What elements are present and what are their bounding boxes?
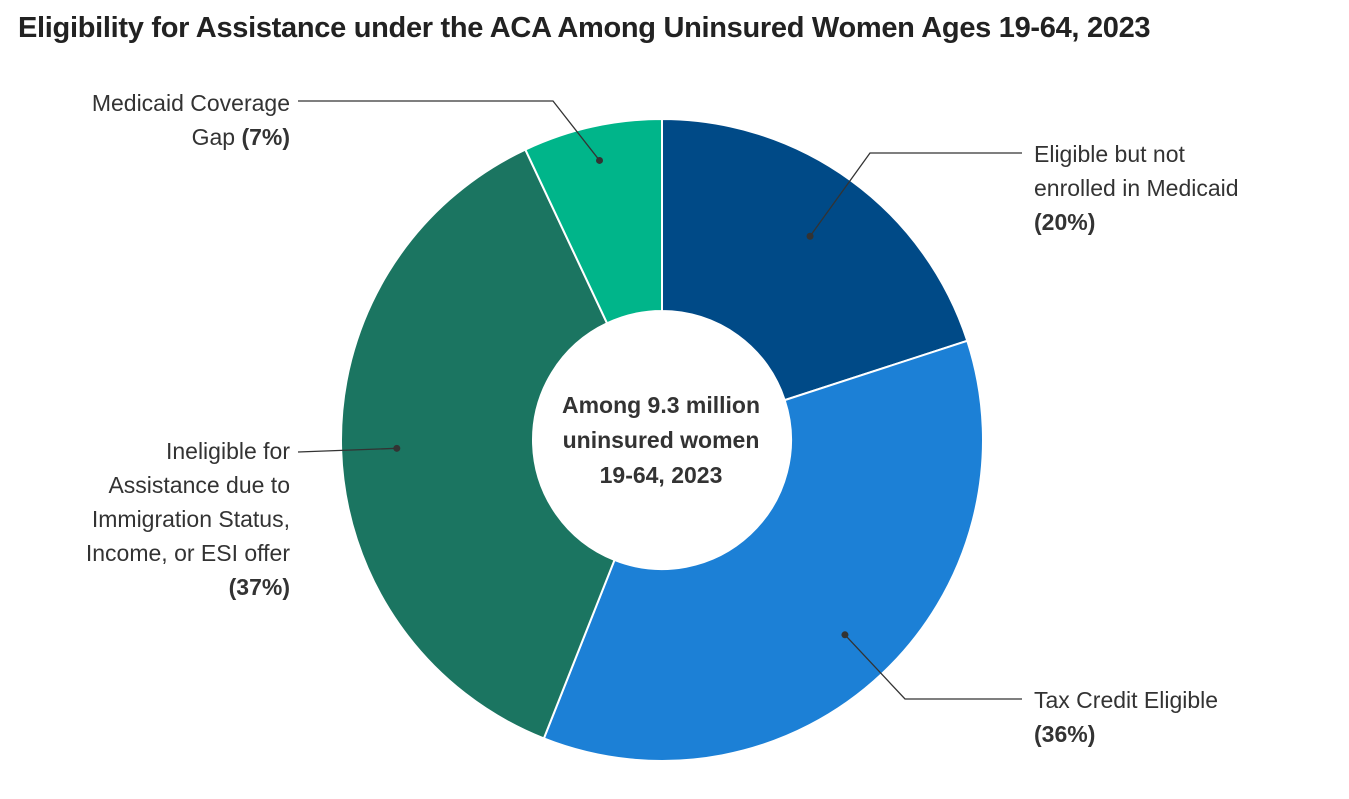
- slice-label-text: Gap: [191, 124, 236, 150]
- chart-title: Eligibility for Assistance under the ACA…: [18, 12, 1151, 44]
- slice-label-coverage-gap: Medicaid Coverage Gap (7%): [10, 86, 290, 154]
- slice-label-line: Gap (7%): [10, 120, 290, 154]
- slice-label-line: Ineligible for: [165, 438, 290, 464]
- slice-label-ineligible: Ineligible for Assistance due to Immigra…: [10, 434, 290, 604]
- leader-dot: [806, 232, 814, 240]
- donut-center-label: Among 9.3 million uninsured women 19-64,…: [531, 388, 791, 493]
- slice-label-line: Income, or ESI offer: [85, 540, 290, 566]
- leader-dot: [393, 444, 401, 452]
- slice-label-line: Assistance due to: [108, 472, 290, 498]
- leader-dot: [596, 156, 604, 164]
- leader-line: [809, 152, 1022, 237]
- slice-percent: (36%): [1034, 721, 1096, 747]
- center-label-line: 19-64, 2023: [599, 462, 723, 488]
- slice-label-line: Immigration Status,: [91, 506, 290, 532]
- leader-dot: [841, 631, 849, 639]
- slice-label-eligible-not-enrolled: Eligible but not enrolled in Medicaid (2…: [1034, 137, 1314, 239]
- donut-slice: [661, 117, 969, 402]
- slice-percent: (7%): [241, 124, 290, 150]
- slice-label-line: enrolled in Medicaid: [1034, 175, 1239, 201]
- donut-slice: [542, 339, 984, 762]
- leader-line: [297, 447, 397, 453]
- donut-slice: [340, 148, 616, 740]
- slice-label-line: Medicaid Coverage: [91, 90, 290, 116]
- donut-slice: [523, 117, 663, 325]
- slice-label-line: Eligible but not: [1034, 141, 1185, 167]
- leader-line: [298, 100, 601, 161]
- center-label-line: uninsured women: [562, 427, 760, 453]
- center-label-line: Among 9.3 million: [561, 392, 761, 418]
- slice-percent: (37%): [228, 574, 290, 600]
- slice-label-tax-credit-eligible: Tax Credit Eligible (36%): [1034, 683, 1314, 751]
- slice-label-line: Tax Credit Eligible: [1034, 687, 1219, 713]
- leader-line: [844, 634, 1022, 700]
- slice-percent: (20%): [1034, 209, 1096, 235]
